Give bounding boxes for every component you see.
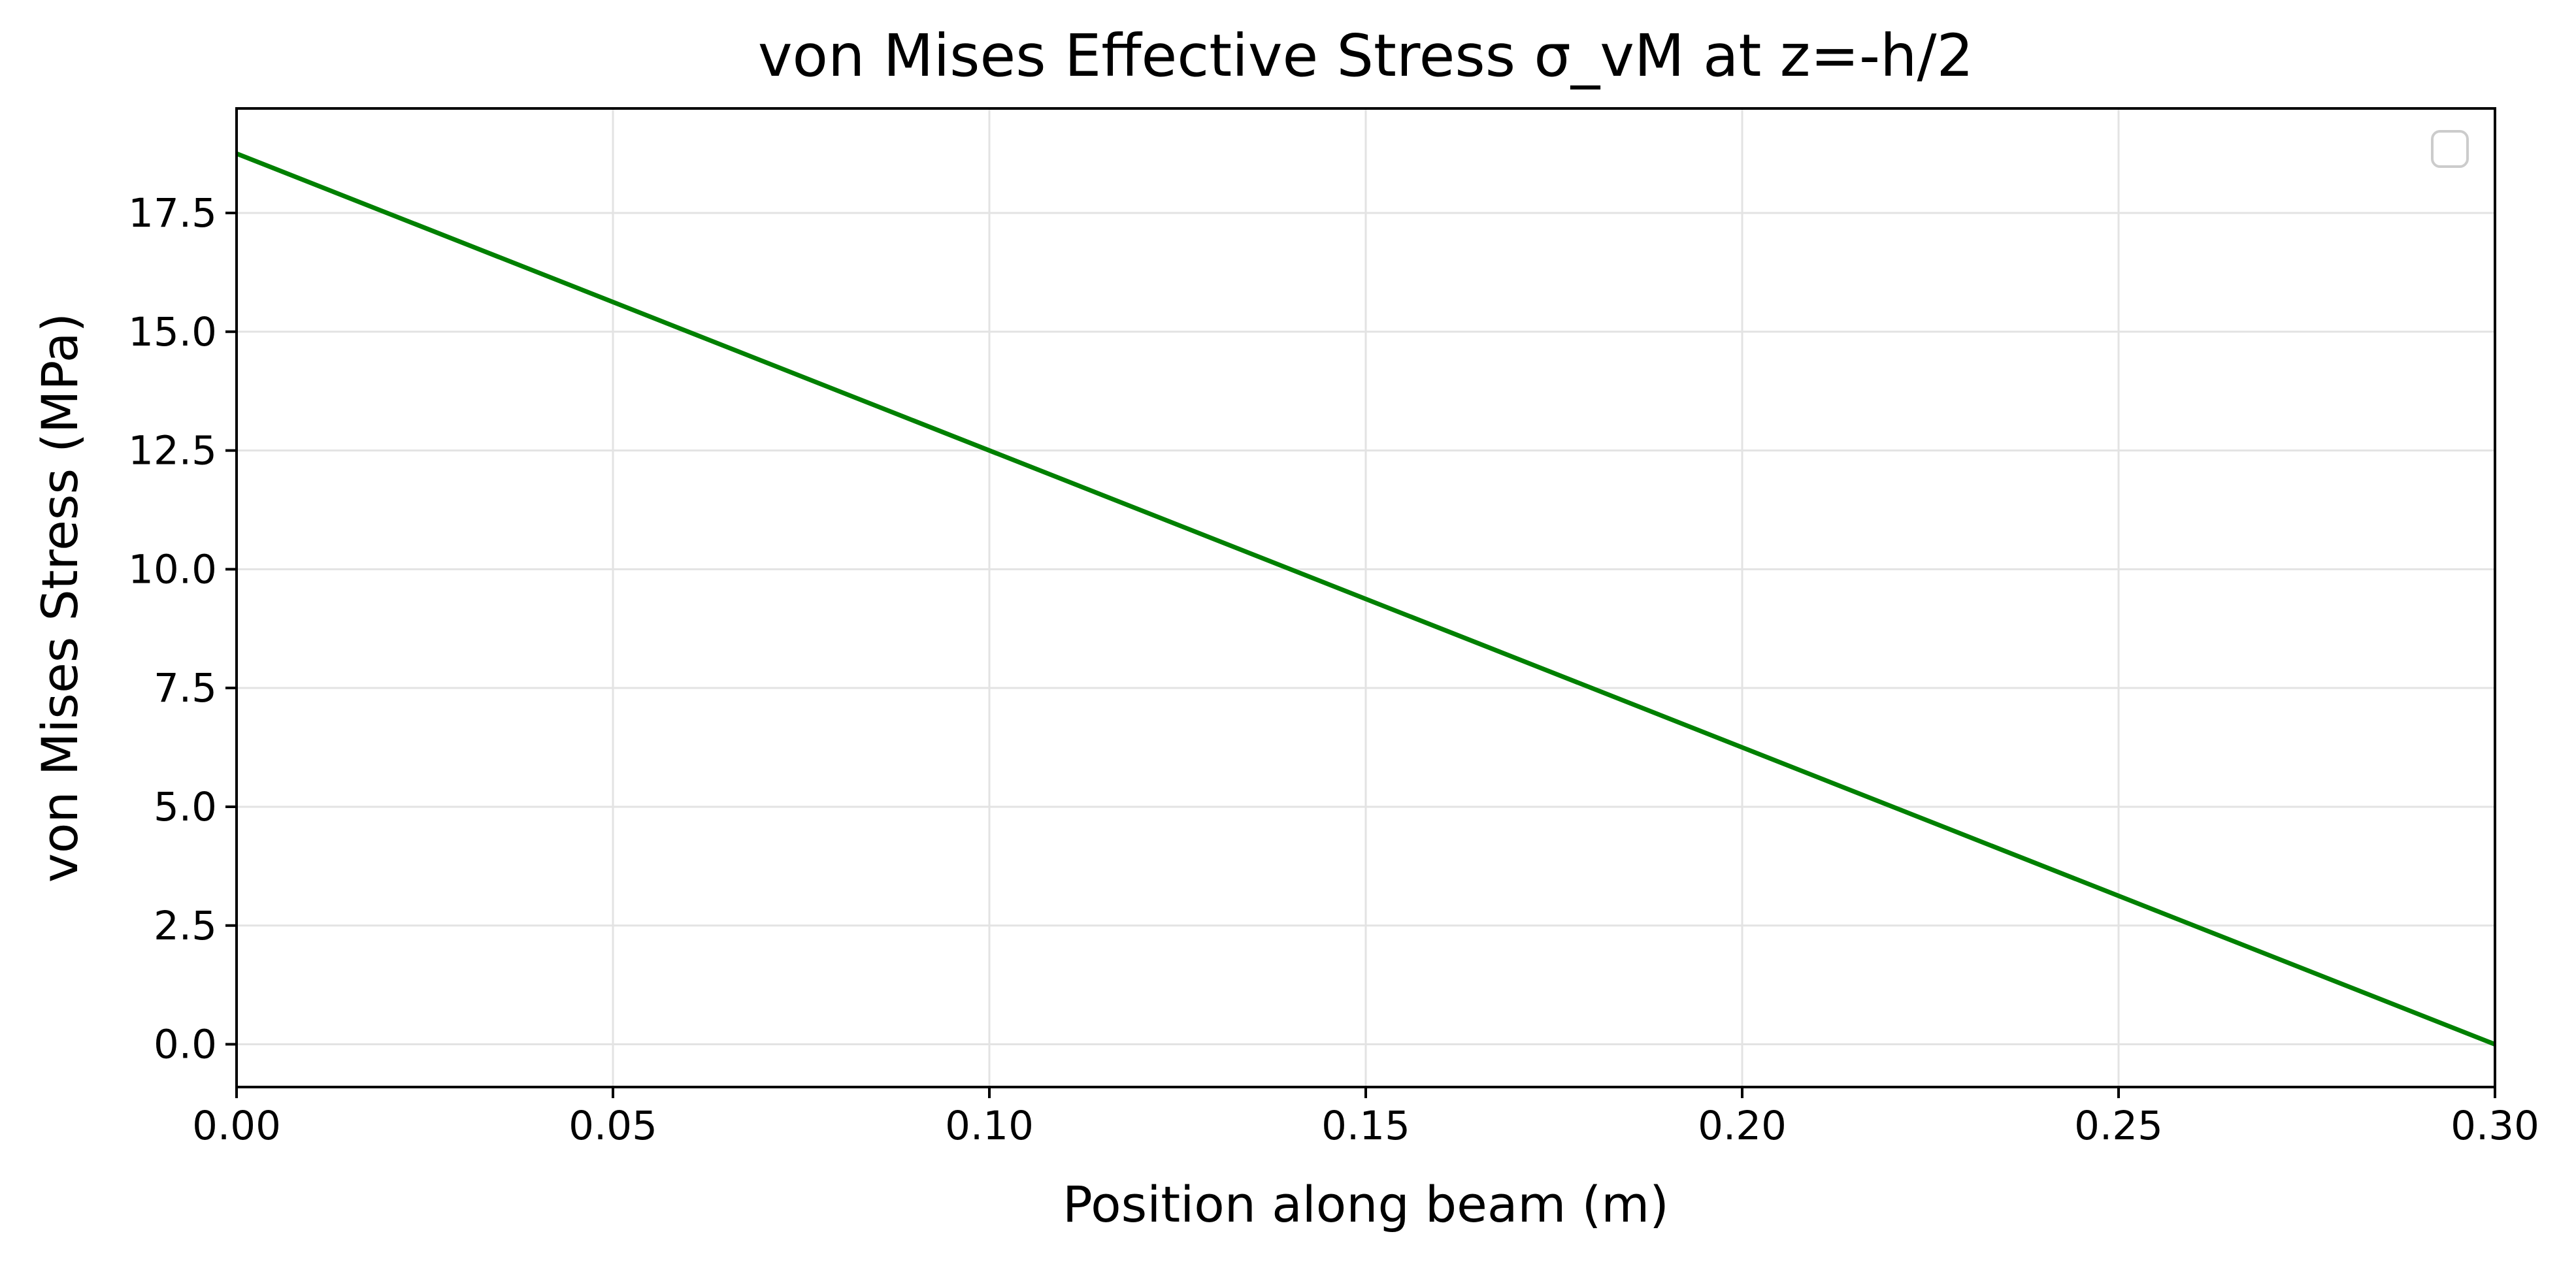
y-tick-label: 0.0: [154, 1022, 217, 1068]
x-tick-label: 0.30: [2451, 1103, 2539, 1149]
x-tick-label: 0.05: [569, 1103, 657, 1149]
y-tick-label: 12.5: [128, 428, 217, 474]
x-tick-label: 0.10: [945, 1103, 1034, 1149]
x-axis-label: Position along beam (m): [1063, 1175, 1669, 1233]
series-line: [235, 151, 2496, 1047]
x-tick-label: 0.15: [1321, 1103, 1410, 1149]
y-tick-label: 2.5: [154, 903, 217, 949]
grid-lines: [235, 108, 2496, 1087]
y-axis-label: von Mises Stress (MPa): [31, 313, 89, 883]
y-tick-label: 5.0: [154, 784, 217, 830]
axis-ticks: 0.00 0.05 0.10 0.15 0.20 0.25 0.30 0.0 2.5 5.0 7.5…: [128, 190, 2539, 1149]
x-tick-label: 0.00: [192, 1103, 281, 1149]
y-tick-label: 15.0: [128, 309, 217, 355]
plot-series: [235, 151, 2496, 1047]
y-tick-label: 10.0: [128, 546, 217, 593]
y-tick-label: 7.5: [154, 665, 217, 711]
x-tick-label: 0.20: [1698, 1103, 1787, 1149]
y-tick-label: 17.5: [128, 190, 217, 236]
chart-title: von Mises Effective Stress σ_vM at z=-h/…: [758, 22, 1973, 89]
x-tick-label: 0.25: [2074, 1103, 2163, 1149]
legend-box: [2431, 130, 2469, 168]
